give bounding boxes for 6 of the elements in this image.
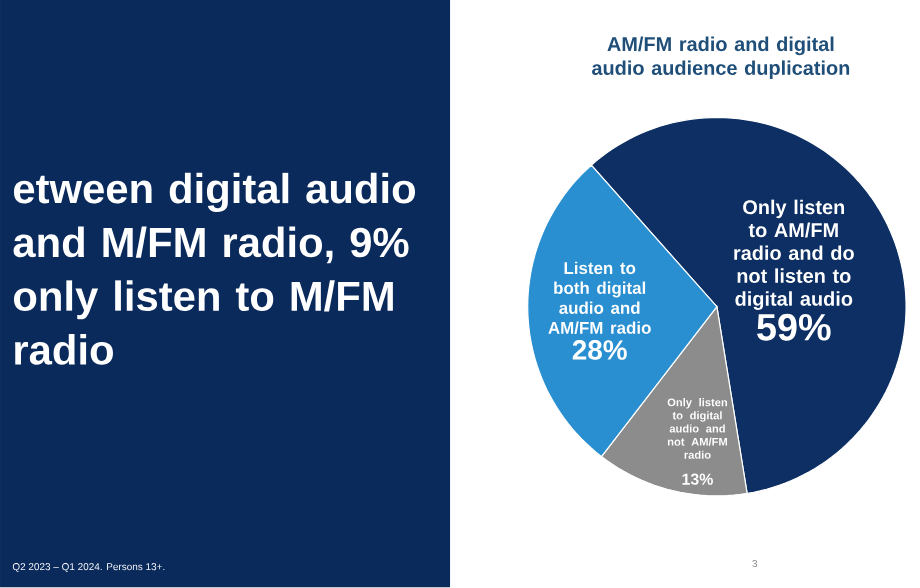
slice-label: Only listen to AM/FM radio and do not listen to digital audio — [734, 199, 854, 311]
text: etween digital audio and M/FM radio, 9% only listen to M/FM radio — [13, 173, 416, 366]
slice-label: Listen to both digital audio and AM/FM radio — [548, 261, 651, 335]
data-label: 28% — [572, 340, 627, 361]
chart-title: AM/FM radio and digital audio audience duplication — [592, 36, 850, 80]
data-label: 59% — [757, 314, 831, 341]
